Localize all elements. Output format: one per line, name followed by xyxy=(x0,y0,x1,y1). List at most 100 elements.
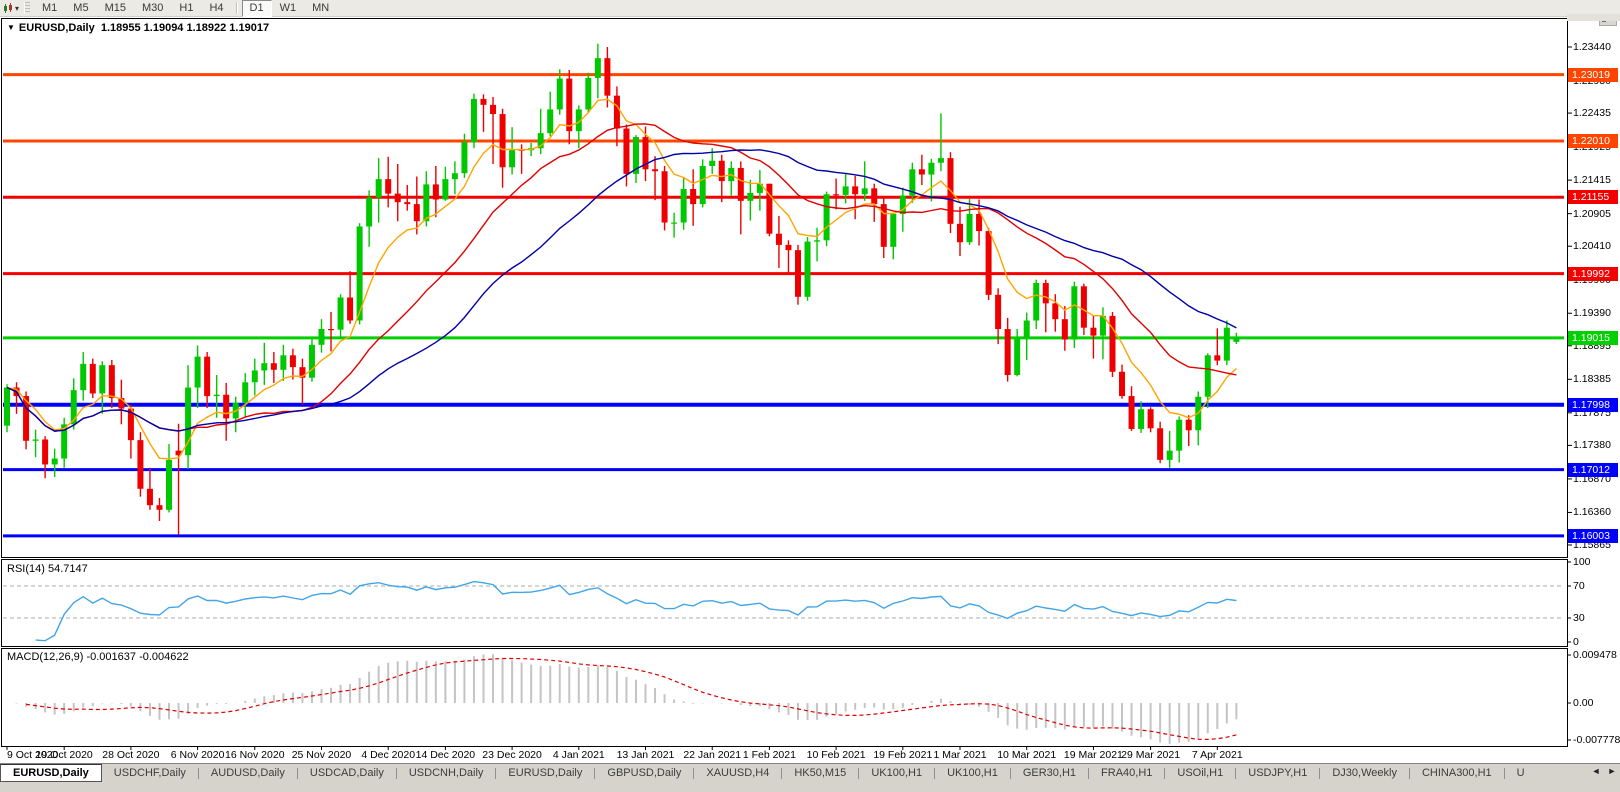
date-tick-label: 14 Dec 2020 xyxy=(415,749,476,761)
date-tick-label: 19 Oct 2020 xyxy=(35,749,93,761)
price-line-badge: 1.17012 xyxy=(1568,462,1618,477)
chart-tab-bar: EURUSD,Daily USDCHF,Daily AUDUSD,Daily USDC… xyxy=(0,764,1620,782)
chart-title: ▼ EURUSD,Daily 1.18955 1.19094 1.18922 1.… xyxy=(7,22,269,34)
tab-separator xyxy=(1235,767,1237,779)
price-line-badge: 1.16003 xyxy=(1568,528,1618,543)
date-tick-label: 19 Mar 2021 xyxy=(1063,749,1123,761)
chart-tab-uk100-h1[interactable]: UK100,H1 xyxy=(947,767,998,779)
tab-separator xyxy=(296,767,298,779)
price-line-badge: 1.22010 xyxy=(1568,134,1618,148)
macd-tick-label: -0.007778 xyxy=(1573,734,1620,746)
collapse-triangle-icon[interactable]: ▼ xyxy=(7,23,15,32)
tab-scroll-right-button[interactable]: ► xyxy=(1607,766,1617,776)
date-tick-label: 25 Nov 2020 xyxy=(291,749,352,761)
date-tick-label: 7 Apr 2021 xyxy=(1191,749,1243,761)
timeframe-toolbar: ▾ M1 M5 M15 M30 H1 H4 D1 W1 MN xyxy=(0,0,1620,17)
rsi-tick-label: 0 xyxy=(1573,636,1579,648)
price-tick-label: 1.18385 xyxy=(1573,373,1611,386)
tab-separator xyxy=(858,767,860,779)
chart-tab-usdcnh-daily[interactable]: USDCNH,Daily xyxy=(408,767,484,779)
price-tick-label: 1.21415 xyxy=(1573,174,1611,187)
chart-tab-eurusd-daily[interactable]: EURUSD,Daily xyxy=(508,767,583,779)
chart-tab-audusd-daily[interactable]: AUDUSD,Daily xyxy=(210,767,285,779)
chart-symbol-period: EURUSD,Daily xyxy=(18,22,95,34)
timeframe-button-mn[interactable]: MN xyxy=(312,1,330,14)
tab-separator xyxy=(1408,767,1410,779)
date-tick-label: 29 Mar 2021 xyxy=(1121,749,1181,761)
candlestick-chart-icon xyxy=(4,2,12,13)
toolbar-drag-handle[interactable] xyxy=(24,2,31,14)
chart-tab-hk50-m15[interactable]: HK50,M15 xyxy=(794,767,847,779)
date-tick-label: 10 Feb 2021 xyxy=(806,749,866,761)
chart-tab-china300-h1[interactable]: CHINA300,H1 xyxy=(1421,767,1492,779)
tab-separator xyxy=(495,767,497,779)
chart-tab-usdcad-daily[interactable]: USDCAD,Daily xyxy=(309,767,384,779)
tab-separator xyxy=(781,767,783,779)
macd-tick-label: 0.00 xyxy=(1573,697,1594,709)
timeframe-button-m15[interactable]: M15 xyxy=(104,1,126,14)
timeframe-button-m1[interactable]: M1 xyxy=(42,1,58,14)
tab-separator xyxy=(395,767,397,779)
price-line-badge: 1.23019 xyxy=(1568,67,1618,82)
tab-separator xyxy=(693,767,695,779)
price-line-badge: 1.19992 xyxy=(1568,266,1618,281)
timeframe-button-w1[interactable]: W1 xyxy=(279,1,297,14)
timeframe-button-m5[interactable]: M5 xyxy=(73,1,89,14)
price-line-badge: 1.21155 xyxy=(1568,190,1618,205)
chart-tab-fra40-h1[interactable]: FRA40,H1 xyxy=(1101,767,1153,779)
main-chart-panel xyxy=(1,18,1568,558)
price-tick-label: 1.20410 xyxy=(1573,240,1611,253)
date-tick-label: 4 Jan 2021 xyxy=(552,749,605,761)
price-tick-label: 1.23440 xyxy=(1573,41,1611,53)
timeframe-button-h1[interactable]: H1 xyxy=(179,1,194,14)
axis-corner xyxy=(1567,14,1620,21)
date-tick-label: 1 Mar 2021 xyxy=(933,749,987,761)
date-tick-label: 19 Feb 2021 xyxy=(873,749,933,761)
date-tick-label: 16 Nov 2020 xyxy=(224,749,285,761)
chart-tab-u[interactable]: U xyxy=(1516,767,1525,779)
tab-separator xyxy=(1164,767,1166,779)
chart-tab-eurusd-daily[interactable]: EURUSD,Daily xyxy=(0,764,102,782)
chart-tab-usdchf-daily[interactable]: USDCHF,Daily xyxy=(113,767,186,779)
price-line-badge: 1.17998 xyxy=(1568,397,1618,412)
date-tick-label: 23 Dec 2020 xyxy=(482,749,542,761)
price-line-badge: 1.19015 xyxy=(1568,330,1618,345)
date-tick-label: 22 Jan 2021 xyxy=(683,749,742,761)
price-tick-label: 1.20905 xyxy=(1573,207,1611,220)
macd-tick-label: 0.009478 xyxy=(1573,649,1617,661)
date-tick-label: 6 Nov 2020 xyxy=(170,749,225,761)
tab-separator xyxy=(1088,767,1090,779)
price-axis: 1.234401.229301.224351.219251.214151.209… xyxy=(1567,14,1620,750)
chart-tab-uk100-h1[interactable]: UK100,H1 xyxy=(871,767,923,779)
macd-label: MACD(12,26,9) -0.001637 -0.004622 xyxy=(7,651,189,663)
price-tick-label: 1.22435 xyxy=(1573,107,1611,120)
tab-separator xyxy=(1009,767,1011,779)
chart-tab-xauusd-h4[interactable]: XAUUSD,H4 xyxy=(706,767,770,779)
tab-separator xyxy=(1319,767,1321,779)
rsi-label: RSI(14) 54.7147 xyxy=(7,563,88,575)
date-tick-label: 28 Oct 2020 xyxy=(102,749,160,761)
timeframe-button-h4[interactable]: H4 xyxy=(209,1,224,14)
price-tick-label: 1.17380 xyxy=(1573,439,1611,452)
chart-tab-gbpusd-daily[interactable]: GBPUSD,Daily xyxy=(607,767,682,779)
price-tick-label: 1.19390 xyxy=(1573,307,1611,320)
timeframe-button-d1[interactable]: D1 xyxy=(241,0,272,17)
toolbar-separator xyxy=(235,2,238,14)
chart-tab-ger30-h1[interactable]: GER30,H1 xyxy=(1022,767,1077,779)
chevron-down-icon: ▾ xyxy=(15,3,20,13)
date-tick-label: 1 Feb 2021 xyxy=(742,749,796,761)
date-axis: 9 Oct 2020 19 Oct 2020 28 Oct 2020 6 Nov 20… xyxy=(0,747,1566,762)
rsi-tick-label: 30 xyxy=(1573,612,1585,624)
chart-tab-usdjpy-h1[interactable]: USDJPY,H1 xyxy=(1248,767,1308,779)
chart-type-button[interactable]: ▾ xyxy=(0,1,22,15)
chart-tab-usoil-h1[interactable]: USOil,H1 xyxy=(1177,767,1224,779)
date-tick-label: 4 Dec 2020 xyxy=(361,749,416,761)
tab-separator xyxy=(934,767,936,779)
tab-scroll-left-button[interactable]: ◄ xyxy=(1591,766,1601,776)
timeframe-button-m30[interactable]: M30 xyxy=(141,1,164,14)
chart-tab-dj30-weekly[interactable]: DJ30,Weekly xyxy=(1332,767,1397,779)
tab-separator xyxy=(197,767,199,779)
price-tick-label: 1.16360 xyxy=(1573,506,1611,519)
